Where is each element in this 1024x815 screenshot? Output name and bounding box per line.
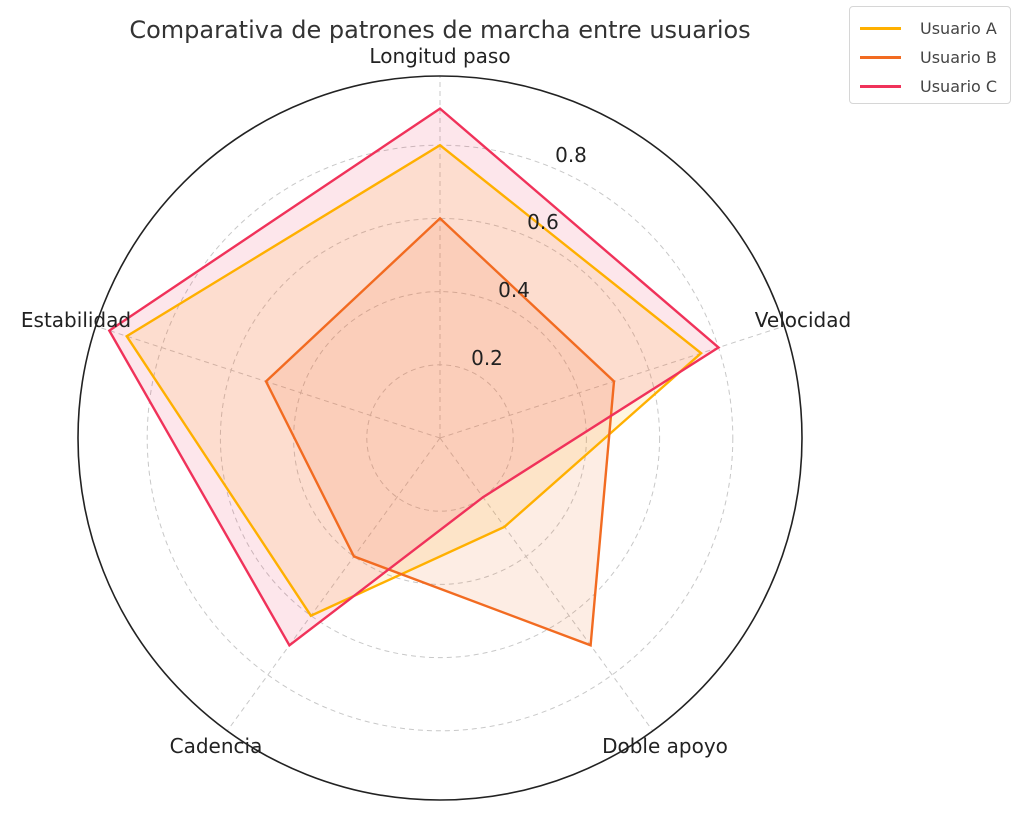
legend-label: Usuario B [920,47,997,67]
axis-labels: Longitud paso Velocidad Doble apoyo Cadenci… [21,44,851,758]
radial-tick-labels: 0.2 0.4 0.6 0.8 [471,143,587,370]
legend-label: Usuario A [920,18,997,38]
legend-item-usuario-a: Usuario A [850,17,997,39]
chart-title: Comparativa de patrones de marcha entre … [129,16,750,44]
series-line-usuario-a [125,143,703,618]
grid-spoke [439,437,654,732]
legend: Usuario A Usuario B Usuario C [849,6,1011,104]
axis-label-doble-apoyo: Doble apoyo [602,734,728,758]
grid-spoke [95,325,441,439]
series-line-usuario-c [107,107,721,648]
legend-item-usuario-c: Usuario C [850,75,997,97]
grid-ring [219,217,661,659]
axis-label-velocidad: Velocidad [755,308,851,332]
axis-label-cadencia: Cadencia [170,734,263,758]
legend-label: Usuario C [920,76,998,96]
axis-label-estabilidad: Estabilidad [21,308,131,332]
series-layer [107,107,721,648]
outer-frame [77,75,803,801]
radial-tick-label: 0.2 [471,346,503,370]
radial-tick-label: 0.6 [527,210,559,234]
radial-tick-label: 0.4 [498,278,530,302]
grid-spoke [439,325,785,439]
grid-spoke [226,437,441,732]
axis-label-longitud-paso: Longitud paso [369,44,510,68]
legend-swatch-b [860,55,901,59]
angular-grid [95,76,785,732]
series-line-usuario-b [264,216,616,647]
legend-swatch-c [860,84,901,88]
radial-tick-label: 0.8 [555,143,587,167]
series-fill-usuario-a [126,145,702,616]
series-fill-usuario-b [266,218,614,646]
legend-swatch-a [860,26,901,30]
legend-item-usuario-b: Usuario B [850,46,997,68]
series-fill-usuario-c [109,108,719,646]
